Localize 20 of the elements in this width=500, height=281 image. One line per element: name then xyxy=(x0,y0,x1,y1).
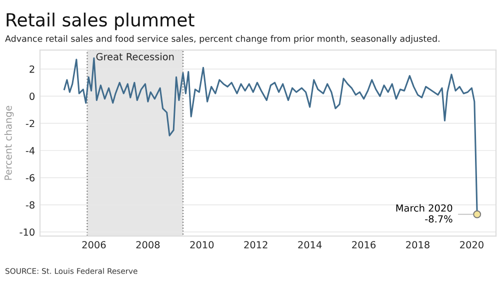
y-tick-label: 2 xyxy=(30,66,34,73)
band-label: Great Recession xyxy=(96,52,174,60)
x-tick-label: 2006 xyxy=(82,241,106,248)
x-tick-label: 2010 xyxy=(190,241,214,248)
x-tick-label: 2016 xyxy=(352,241,376,248)
x-tick-label: 2014 xyxy=(298,241,322,248)
y-tick-label: -2 xyxy=(26,120,34,128)
y-tick-label: -10 xyxy=(20,228,34,236)
x-tick-label: 2008 xyxy=(136,241,160,248)
y-tick-label: -8 xyxy=(26,201,34,209)
y-tick-label: -6 xyxy=(26,174,35,182)
chart-title: Retail sales plummet xyxy=(6,12,194,30)
annotation: March 2020 -8.7% xyxy=(396,204,452,223)
x-tick-label: 2018 xyxy=(406,241,430,248)
y-tick-label: 0 xyxy=(30,92,34,100)
x-tick-label: 2012 xyxy=(244,241,268,248)
y-tick-label: -4 xyxy=(26,147,35,154)
y-axis-title: Percent change xyxy=(4,106,14,180)
chart-subtitle: Advance retail sales and food service sales, percent change from prior month, seasonally adjusted. xyxy=(5,35,440,44)
x-tick-label: 2020 xyxy=(460,241,484,248)
